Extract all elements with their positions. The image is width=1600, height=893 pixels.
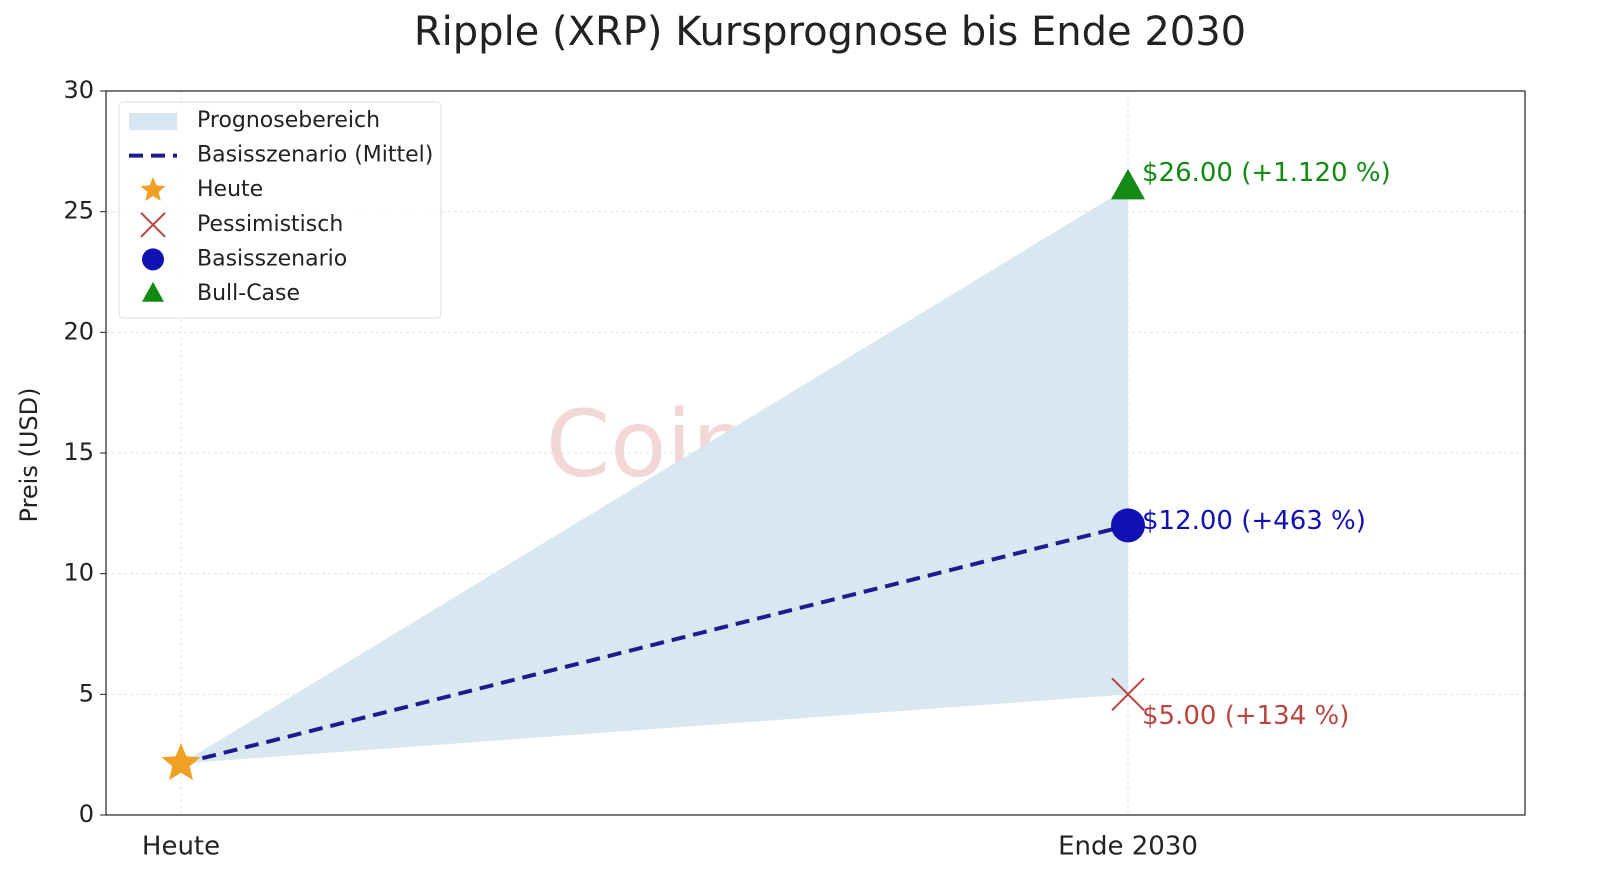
range-area — [181, 187, 1128, 764]
y-tick-label: 20 — [63, 317, 94, 345]
value-label: $26.00 (+1.120 %) — [1142, 158, 1391, 188]
legend-label: Basisszenario — [197, 246, 347, 271]
plot-frame — [105, 90, 1526, 816]
legend-box — [118, 101, 442, 319]
point-triangle — [1111, 168, 1145, 200]
y-tick-label: 15 — [63, 438, 94, 466]
x-tick-label: Heute — [142, 832, 220, 862]
legend-label: Prognosebereich — [197, 108, 380, 133]
chart-title: Ripple (XRP) Kursprognose bis Ende 2030 — [414, 9, 1246, 55]
value-label: $5.00 (+134 %) — [1142, 701, 1349, 731]
y-tick-label: 10 — [63, 559, 94, 587]
legend-swatch — [140, 177, 166, 201]
point-x — [1111, 677, 1145, 712]
x-tick-label: Ende 2030 — [1058, 832, 1198, 862]
point-star — [161, 743, 201, 781]
value-label: $12.00 (+463 %) — [1142, 506, 1366, 536]
y-tick-label: 30 — [63, 76, 94, 104]
base-line — [180, 523, 1129, 766]
legend-swatch — [142, 281, 164, 302]
legend-swatch — [140, 212, 166, 238]
point-circle — [1111, 508, 1145, 543]
legend-label: Bull-Case — [197, 281, 300, 306]
y-tick-label: 5 — [79, 679, 94, 707]
legend: Prognosebereich Basisszenario (Mittel) Heu… — [118, 101, 442, 319]
legend-label: Heute — [197, 177, 263, 202]
legend-label: Basisszenario (Mittel) — [197, 143, 433, 168]
y-tick-label: 0 — [79, 800, 94, 828]
legend-swatch — [142, 248, 164, 271]
y-tick-label: 25 — [63, 197, 94, 225]
legend-label: Pessimistisch — [197, 212, 343, 237]
y-axis-label: Preis (USD) — [15, 388, 43, 523]
legend-swatch — [129, 113, 177, 130]
